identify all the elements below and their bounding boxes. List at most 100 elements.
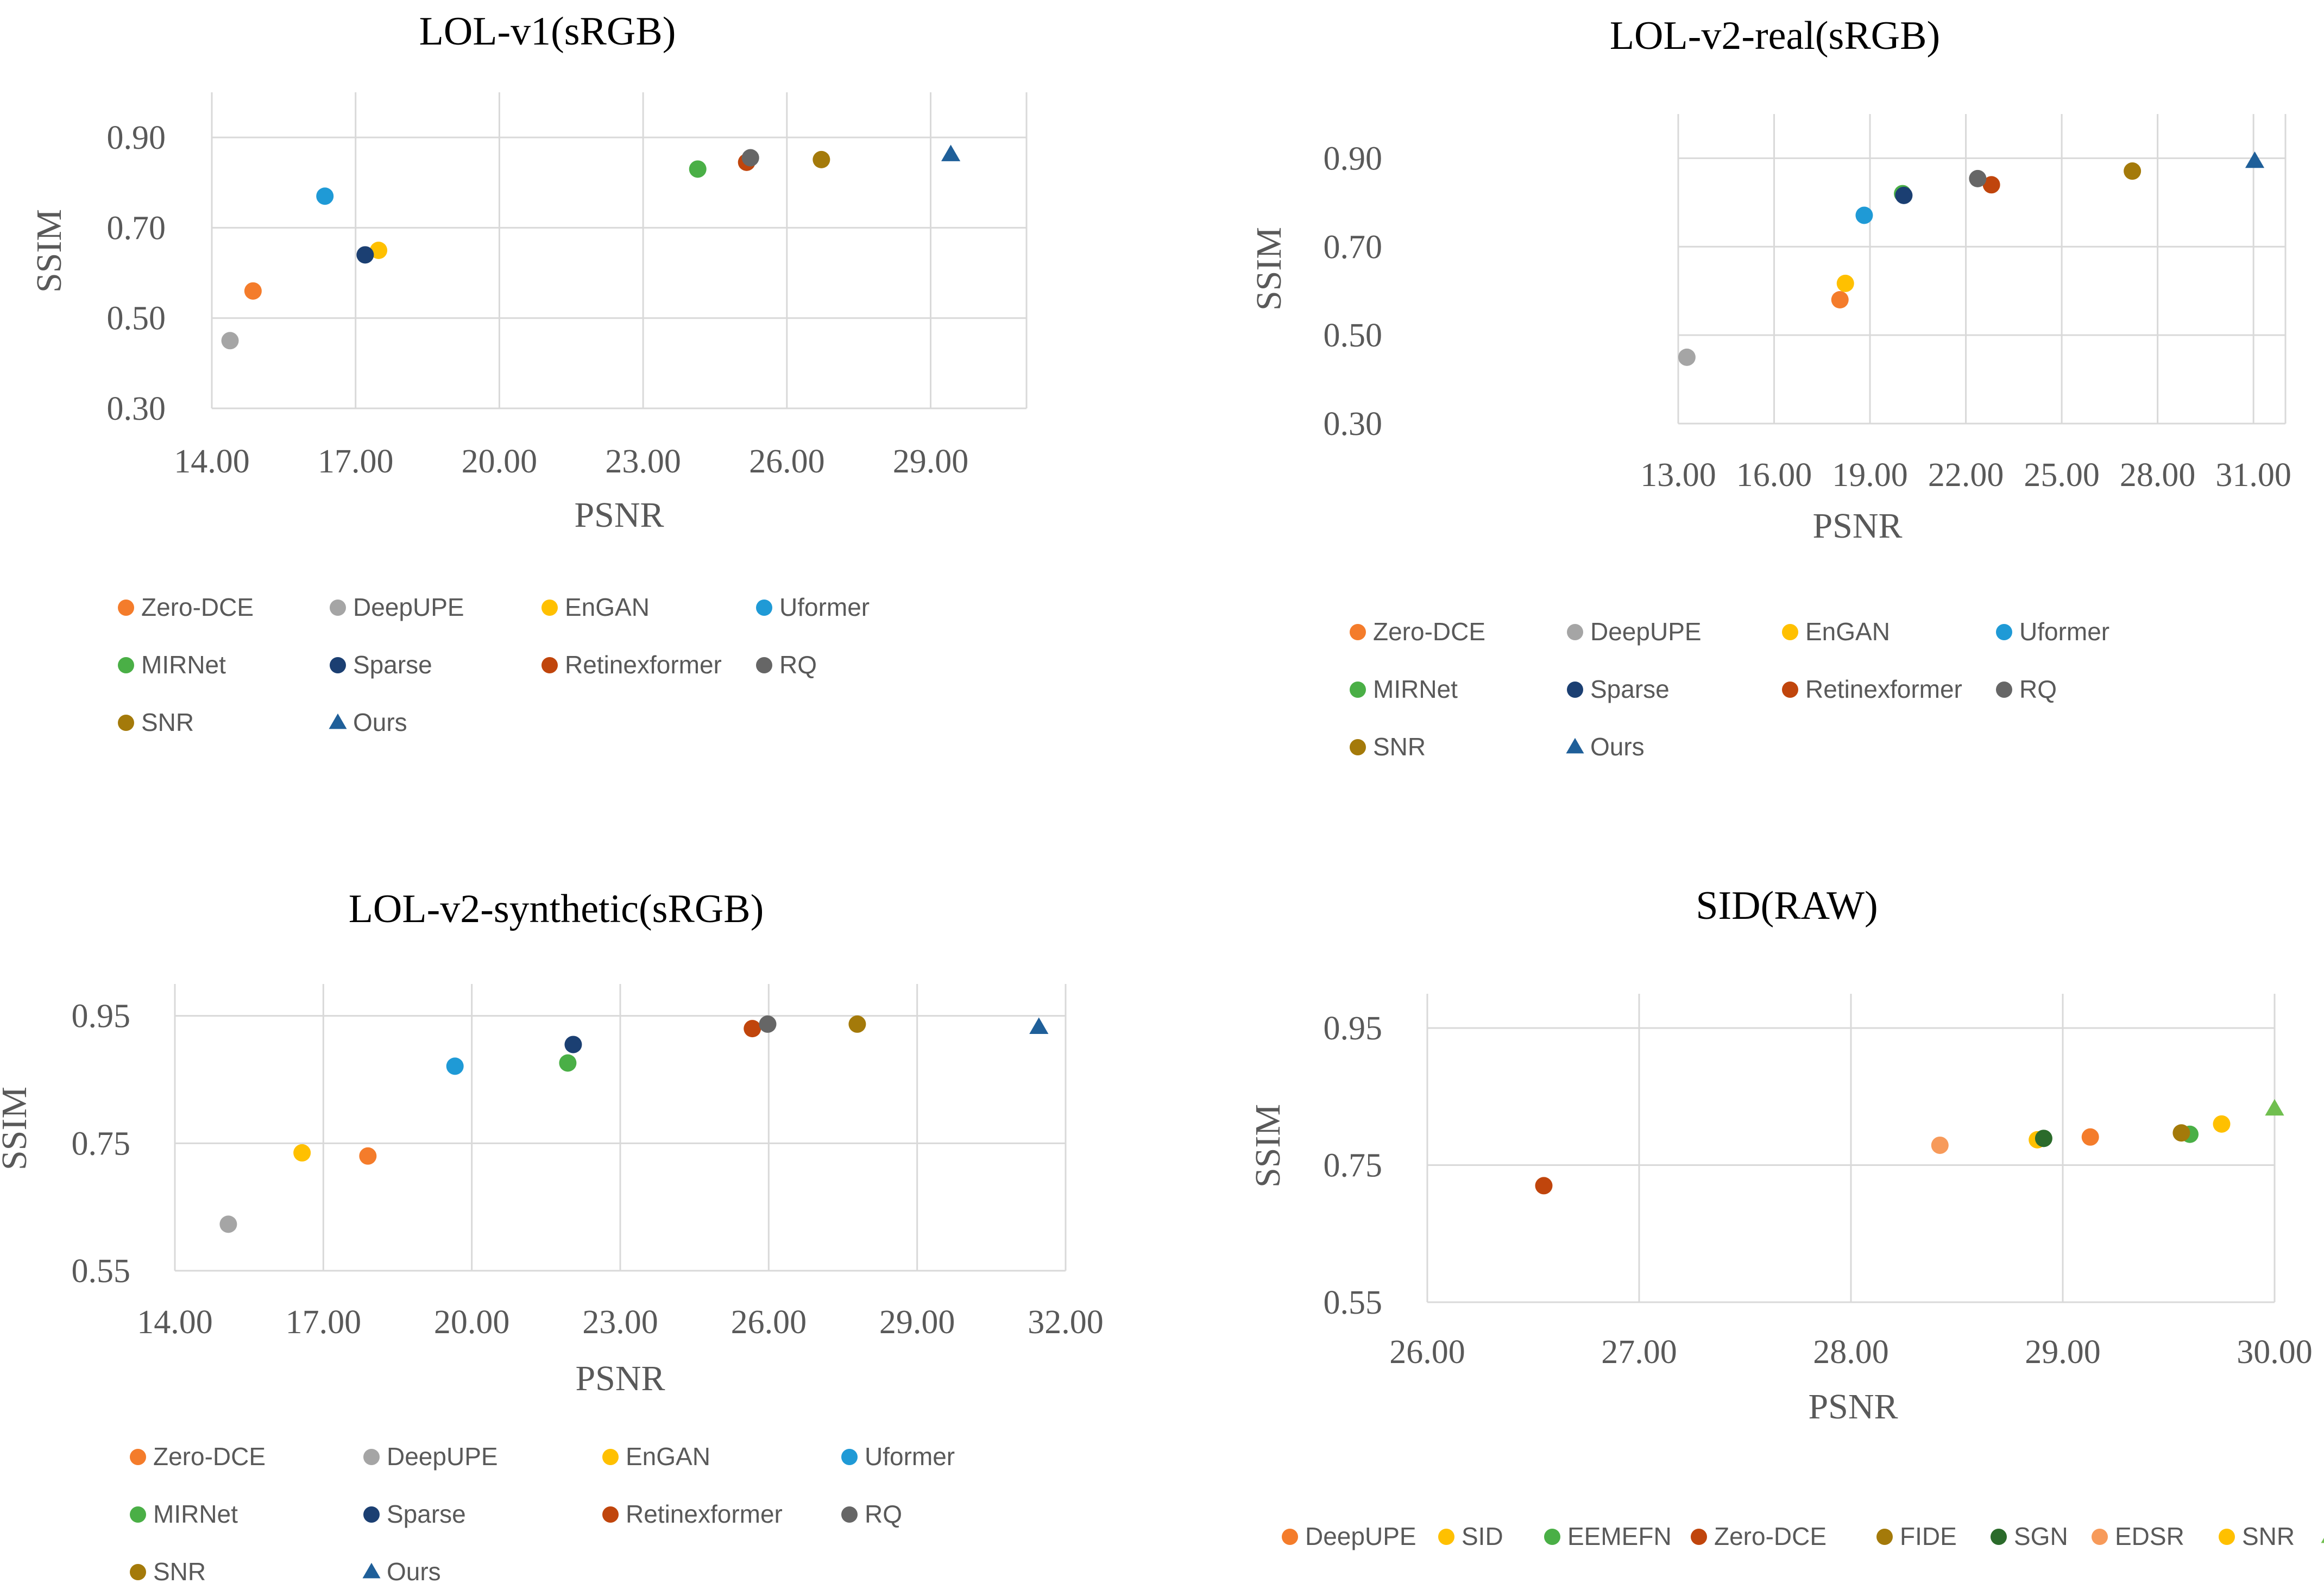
legend-label-uformer: Uformer <box>2019 617 2109 646</box>
data-point-mirnet <box>559 1054 577 1072</box>
x-axis-title: PSNR <box>1812 506 1902 546</box>
x-tick-label: 20.00 <box>462 443 538 480</box>
legend-marker-deepupe <box>330 600 346 616</box>
legend-label-rq: RQ <box>865 1500 902 1528</box>
x-tick-label: 25.00 <box>2024 457 2100 494</box>
data-point-rq <box>1969 169 1987 187</box>
legend-label-mirnet: MIRNet <box>1373 675 1458 703</box>
legend: Zero-DCE DeepUPE EnGAN Uformer MIRNet Sparse R… <box>1350 617 2109 761</box>
legend-marker-sparse <box>363 1506 380 1523</box>
legend-marker-snr <box>1350 739 1366 755</box>
legend-label-uformer: Uformer <box>779 593 870 621</box>
legend-label-sparse: Sparse <box>387 1500 466 1528</box>
legend-label-retinexformer: Retinexformer <box>1805 675 1962 703</box>
data-point-rq <box>741 149 759 167</box>
legend-label-zero-dce: Zero-DCE <box>153 1442 266 1471</box>
legend-label-uformer: Uformer <box>865 1442 955 1471</box>
x-tick-label: 26.00 <box>1389 1334 1465 1371</box>
data-point-deepupe <box>2081 1128 2099 1146</box>
x-tick-label: 30.00 <box>2237 1334 2313 1371</box>
legend: DeepUPESIDEEMEFNZero-DCEFIDESGNEDSRSNROu… <box>1282 1522 2324 1550</box>
data-point-ours <box>941 144 961 161</box>
x-tick-label: 22.00 <box>1928 457 2004 494</box>
legend-marker-mirnet <box>1350 682 1366 698</box>
legend-label-deepupe: DeepUPE <box>387 1442 498 1471</box>
data-point-ours <box>1029 1017 1049 1034</box>
legend-marker-uformer <box>841 1449 858 1465</box>
y-tick-label: 0.95 <box>72 998 131 1035</box>
legend-label-retinexformer: Retinexformer <box>565 651 722 679</box>
data-point-engan <box>293 1144 311 1162</box>
legend-label-fide: FIDE <box>1900 1522 1957 1550</box>
legend-label-engan: EnGAN <box>626 1442 710 1471</box>
x-tick-label: 17.00 <box>318 443 394 480</box>
x-tick-label: 29.00 <box>879 1304 955 1341</box>
x-tick-label: 13.00 <box>1640 457 1716 494</box>
legend-marker-deepupe <box>1282 1529 1298 1545</box>
y-tick-label: 0.90 <box>107 119 166 156</box>
x-tick-label: 31.00 <box>2215 457 2291 494</box>
chart-sid-raw: SID(RAW) 26.00 27.00 28.00 29.00 30.00 0.55 0.7… <box>1248 884 2324 1550</box>
data-point-sparse <box>564 1036 582 1054</box>
legend-marker-retinexformer <box>602 1506 619 1523</box>
legend-label-ours: Ours <box>353 708 407 736</box>
data-point-sparse <box>356 246 374 264</box>
legend-marker-mirnet <box>118 657 134 673</box>
legend-marker-sid <box>1438 1529 1454 1545</box>
x-tick-label: 19.00 <box>1832 457 1908 494</box>
legend-marker-uformer <box>1996 624 2012 640</box>
y-tick-label: 0.90 <box>1324 140 1383 177</box>
legend-marker-rq <box>841 1506 858 1523</box>
data-point-zero-dce <box>359 1147 377 1165</box>
legend-marker-snr <box>118 715 134 731</box>
data-point-engan <box>1836 274 1854 292</box>
data-point-snr <box>2213 1115 2231 1133</box>
legend-label-snr: SNR <box>153 1557 206 1586</box>
x-tick-label: 29.00 <box>893 443 969 480</box>
data-point-mirnet <box>689 160 707 178</box>
legend-marker-sparse <box>330 657 346 673</box>
y-tick-label: 0.55 <box>72 1253 131 1290</box>
y-tick-label: 0.50 <box>1324 317 1383 354</box>
legend-marker-retinexformer <box>1782 682 1798 698</box>
chart-lol-v2-synthetic-srgb: LOL-v2-synthetic(sRGB) 14.00 17.00 20.00 23.… <box>0 887 1104 1586</box>
data-point-uformer <box>316 187 334 205</box>
data-point-ours <box>2245 151 2265 168</box>
legend-marker-deepupe <box>363 1449 380 1465</box>
data-point-retinexformer <box>744 1020 761 1038</box>
legend-marker-zero-dce <box>118 600 134 616</box>
x-tick-label: 32.00 <box>1028 1304 1104 1341</box>
x-tick-label: 23.00 <box>582 1304 658 1341</box>
legend-label-edsr: EDSR <box>2115 1522 2184 1550</box>
x-tick-label: 28.00 <box>1813 1334 1889 1371</box>
legend-label-ours: Ours <box>1590 733 1645 761</box>
legend-label-rq: RQ <box>2019 675 2057 703</box>
data-point-edsr <box>1931 1136 1949 1154</box>
legend-label-sid: SID <box>1462 1522 1503 1550</box>
data-point-zero-dce <box>1535 1177 1553 1195</box>
chart-lol-v1-srgb: LOL-v1(sRGB) 14.00 17.00 20.00 23.00 26.00 29.… <box>29 9 1028 736</box>
x-axis-title: PSNR <box>574 495 664 535</box>
legend-marker-fide <box>1876 1529 1893 1545</box>
legend-label-sgn: SGN <box>2014 1522 2068 1550</box>
data-point-sparse <box>1895 186 1913 204</box>
legend-label-zero-dce: Zero-DCE <box>1714 1522 1827 1550</box>
legend-label-mirnet: MIRNet <box>141 651 226 679</box>
y-tick-label: 0.75 <box>1324 1147 1383 1184</box>
x-axis-title: PSNR <box>575 1359 665 1398</box>
data-point-sgn <box>2035 1130 2052 1147</box>
x-axis-title: PSNR <box>1808 1387 1898 1427</box>
x-tick-label: 14.00 <box>174 443 250 480</box>
legend-marker-zero-dce <box>1691 1529 1707 1545</box>
legend-marker-ours <box>1566 737 1584 754</box>
legend-marker-ours <box>362 1562 381 1579</box>
legend-marker-edsr <box>2092 1529 2108 1545</box>
legend-label-snr: SNR <box>1373 733 1426 761</box>
data-point-deepupe <box>1678 348 1696 366</box>
y-axis-title: SSIM <box>0 1087 34 1170</box>
legend-marker-sparse <box>1567 682 1583 698</box>
legend-marker-zero-dce <box>130 1449 146 1465</box>
x-tick-label: 14.00 <box>137 1304 213 1341</box>
y-tick-label: 0.55 <box>1324 1284 1383 1321</box>
x-tick-label: 16.00 <box>1736 457 1812 494</box>
